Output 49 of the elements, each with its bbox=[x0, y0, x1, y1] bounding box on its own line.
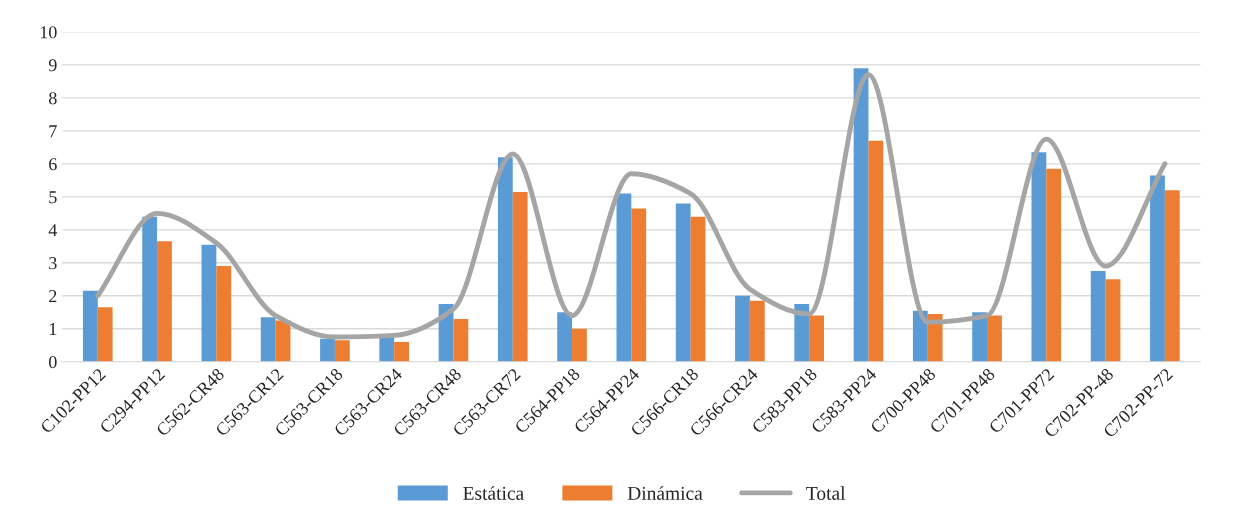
bar bbox=[675, 203, 691, 362]
bar bbox=[512, 191, 528, 362]
legend-label: Dinámica bbox=[627, 486, 703, 500]
y-tick-label: 2 bbox=[49, 290, 57, 303]
bar bbox=[749, 300, 765, 362]
bar bbox=[1105, 279, 1121, 362]
bar bbox=[157, 241, 172, 362]
bar bbox=[631, 208, 647, 362]
y-tick-label: 10 bbox=[40, 26, 57, 39]
line-series bbox=[95, 72, 1168, 340]
bar bbox=[394, 341, 410, 362]
bar bbox=[794, 304, 810, 362]
legend-label: Total bbox=[806, 486, 846, 500]
bar bbox=[1150, 175, 1165, 362]
bar bbox=[334, 340, 350, 362]
bar bbox=[453, 318, 469, 362]
bar bbox=[1046, 168, 1062, 362]
y-tick-label: 4 bbox=[48, 224, 58, 237]
y-tick-label: 8 bbox=[49, 92, 57, 105]
bar bbox=[616, 193, 632, 362]
bar bbox=[972, 312, 988, 362]
bar bbox=[557, 312, 573, 362]
bar bbox=[97, 307, 113, 362]
bar bbox=[987, 315, 1002, 362]
y-tick-label: 5 bbox=[49, 191, 57, 204]
y-tick-label: 3 bbox=[49, 257, 57, 270]
y-tick-label: 9 bbox=[48, 59, 57, 72]
y-tick-label: 7 bbox=[49, 125, 57, 138]
bar bbox=[1090, 271, 1106, 362]
bar bbox=[735, 295, 750, 362]
bar bbox=[497, 157, 513, 362]
bar bbox=[690, 216, 706, 362]
bar bbox=[572, 328, 587, 362]
bar bbox=[1031, 152, 1047, 362]
bar bbox=[260, 317, 276, 362]
bar bbox=[320, 338, 335, 362]
bar bbox=[142, 216, 158, 362]
bar bbox=[216, 266, 232, 362]
legend-label: Estática bbox=[463, 486, 524, 500]
y-tick-label: 1 bbox=[49, 323, 57, 336]
bar bbox=[82, 290, 98, 362]
bar bbox=[868, 140, 884, 362]
bar bbox=[853, 68, 869, 362]
y-tick-label: 0 bbox=[49, 356, 57, 369]
y-tick-label: 6 bbox=[49, 158, 57, 171]
bar bbox=[912, 310, 928, 362]
bar bbox=[1164, 190, 1180, 362]
bar bbox=[809, 315, 824, 362]
bar bbox=[201, 244, 217, 362]
